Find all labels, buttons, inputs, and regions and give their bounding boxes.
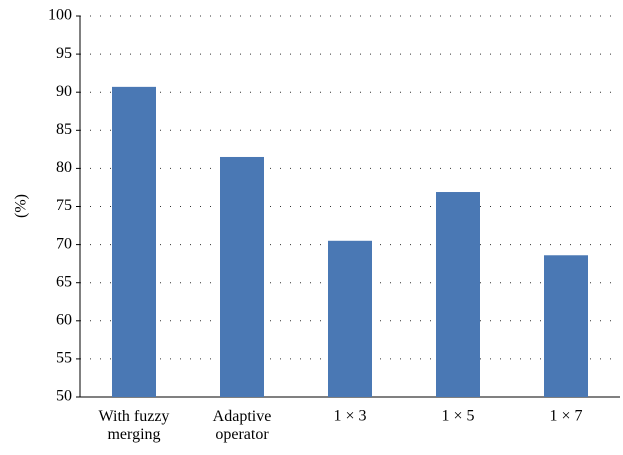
x-tick-label: Adaptive operator xyxy=(213,408,272,443)
x-tick-label: 1 × 3 xyxy=(333,408,366,425)
y-tick-label: 75 xyxy=(56,197,72,214)
y-tick-label: 55 xyxy=(56,350,72,367)
y-tick-label: 85 xyxy=(56,121,72,138)
y-tick-label: 65 xyxy=(56,273,72,290)
bar xyxy=(220,156,264,397)
y-tick-label: 95 xyxy=(56,45,72,62)
x-tick-label: 1 × 7 xyxy=(549,408,582,425)
y-tick-label: 70 xyxy=(56,235,72,252)
y-tick-label: 90 xyxy=(56,83,72,100)
y-tick-label: 100 xyxy=(48,7,72,24)
x-tick-label: With fuzzy merging xyxy=(99,408,170,443)
y-tick-label: 60 xyxy=(56,311,72,328)
y-axis-label: (%) xyxy=(13,194,30,218)
y-tick-label: 80 xyxy=(56,159,72,176)
y-tick-label: 50 xyxy=(56,388,72,405)
x-tick-label: 1 × 5 xyxy=(441,408,474,425)
bar xyxy=(436,192,480,397)
bar xyxy=(112,86,156,397)
bar xyxy=(544,255,588,397)
bar xyxy=(328,240,372,397)
